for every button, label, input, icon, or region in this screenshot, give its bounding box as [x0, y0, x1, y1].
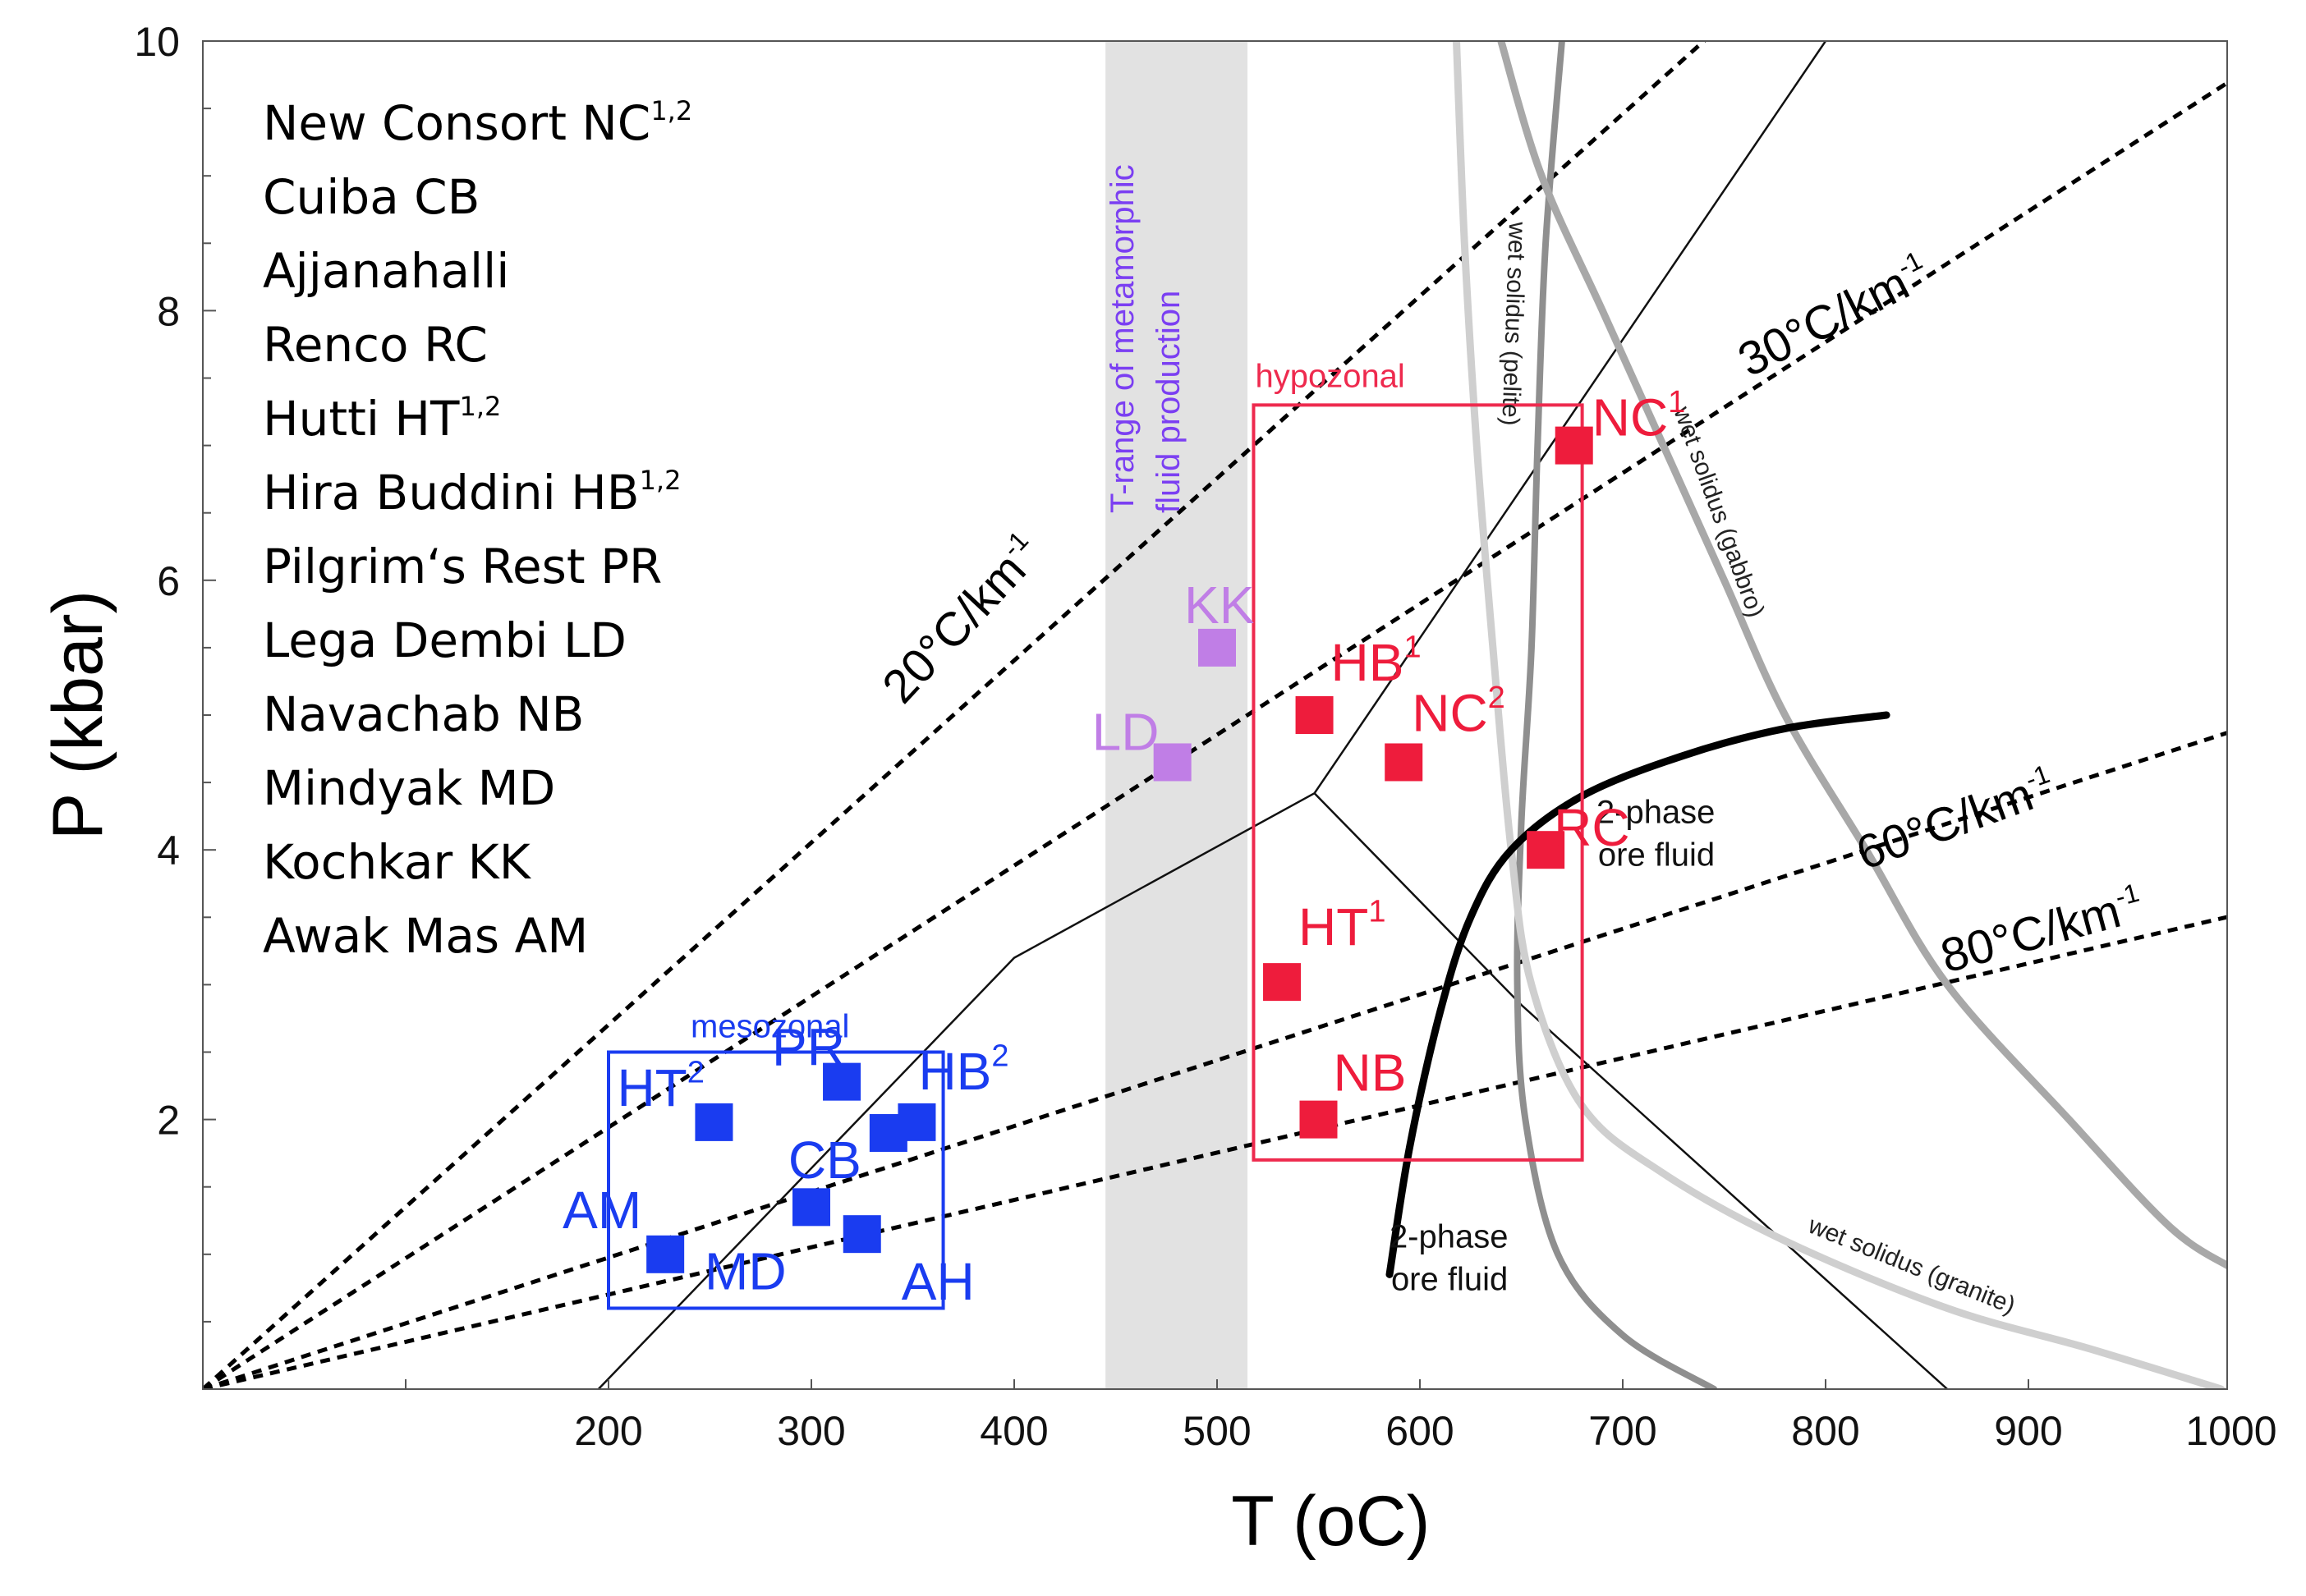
data-point-label: AH: [902, 1252, 975, 1311]
data-point-label: PR: [772, 1018, 845, 1077]
data-point-cb: [869, 1114, 907, 1153]
x-tick-label: 500: [1183, 1408, 1251, 1454]
data-point-label: KK: [1184, 576, 1254, 635]
data-point-label: LD: [1092, 702, 1160, 761]
zone-label-hypozonal: hypozonal: [1255, 358, 1404, 394]
legend-entry: Hutti HT1,2: [263, 391, 501, 447]
x-tick-label: 300: [777, 1408, 845, 1454]
zone-hypozonal: [1252, 403, 1584, 1162]
y-axis-title: P (kbar): [39, 590, 117, 840]
legend-entry: Renco RC: [263, 317, 488, 373]
legend-entry: Kochkar KK: [263, 834, 532, 890]
y-tick-label: 2: [157, 1098, 180, 1144]
x-tick-label: 900: [1994, 1408, 2062, 1454]
fluid-label: 2-phase ore fluid: [1596, 794, 1716, 873]
data-point-ah: [843, 1215, 881, 1254]
data-point-label: RC: [1554, 798, 1629, 857]
gradient-line: [203, 41, 1707, 1389]
legend-entry: Navachab NB: [263, 686, 584, 742]
gradient-line: [203, 731, 2227, 1389]
data-point-label: NC1: [1592, 385, 1686, 447]
fluid-production-band: [1105, 41, 1248, 1389]
data-point-label: NC2: [1412, 681, 1505, 743]
data-point-md: [792, 1188, 830, 1227]
data-point-ht2: [695, 1103, 733, 1141]
data-point-label: HB2: [918, 1039, 1008, 1101]
data-point-nb: [1299, 1100, 1338, 1139]
data-point-am: [646, 1235, 685, 1273]
reaction-line: [1313, 792, 1949, 1389]
curve-wet-solidus-gabbro-: [1497, 41, 2227, 1270]
y-tick-label: 6: [157, 558, 180, 604]
curve-2-phase-ore-fluid: [1385, 711, 1890, 1278]
zone-label-mesozonal: mesozonal: [691, 1009, 849, 1045]
legend-entry: Lega Dembi LD: [263, 612, 627, 668]
x-axis-title: T (oC): [1231, 1482, 1430, 1561]
fluid-label: 2-phase ore fluid: [1390, 1219, 1509, 1298]
data-point-hb1: [1295, 696, 1334, 734]
data-point-pr: [823, 1062, 861, 1101]
gradient-line: [203, 80, 2227, 1389]
data-point-label: CB: [788, 1130, 861, 1190]
y-tick-label: 8: [157, 288, 180, 334]
x-tick-label: 1000: [2185, 1408, 2276, 1454]
x-tick-label: 400: [980, 1408, 1048, 1454]
legend-entry: Pilgrim‘s Rest PR: [263, 539, 662, 594]
reaction-line: [597, 41, 1827, 1389]
data-point-nc1: [1555, 426, 1593, 465]
y-tick-label: 10: [134, 19, 180, 65]
data-point-nc2: [1385, 743, 1423, 782]
data-point-label: NB: [1334, 1043, 1407, 1103]
data-point-ld: [1153, 743, 1192, 782]
legend-entry: Ajjanahalli: [263, 243, 509, 299]
data-point-label: HB1: [1331, 631, 1422, 693]
x-tick-label: 600: [1385, 1408, 1454, 1454]
legend-entry: Mindyak MD: [263, 760, 555, 816]
legend-entry: New Consort NC1,2: [263, 95, 692, 151]
data-point-label: MD: [705, 1241, 787, 1300]
legend-entry: Cuiba CB: [263, 169, 480, 225]
x-tick-label: 700: [1588, 1408, 1656, 1454]
gradient-line: [203, 915, 2227, 1389]
legend-entry: Hira Buddini HB1,2: [263, 465, 681, 521]
fluid-band-label: T-range of metamorphic fluid production: [1105, 164, 1187, 513]
data-point-rc: [1527, 831, 1565, 869]
zone-mesozonal: [607, 1050, 945, 1310]
y-tick-label: 4: [157, 828, 180, 874]
legend-entry: Awak Mas AM: [263, 908, 588, 964]
curve-wet-solidus-granite-: [1453, 41, 2226, 1389]
data-point-ht1: [1263, 963, 1302, 1002]
x-tick-label: 800: [1791, 1408, 1859, 1454]
data-point-kk: [1198, 628, 1236, 667]
data-point-label: HT1: [1298, 895, 1385, 957]
x-tick-label: 200: [574, 1408, 642, 1454]
data-point-label: AM: [563, 1181, 641, 1240]
data-point-label: HT2: [617, 1055, 704, 1117]
